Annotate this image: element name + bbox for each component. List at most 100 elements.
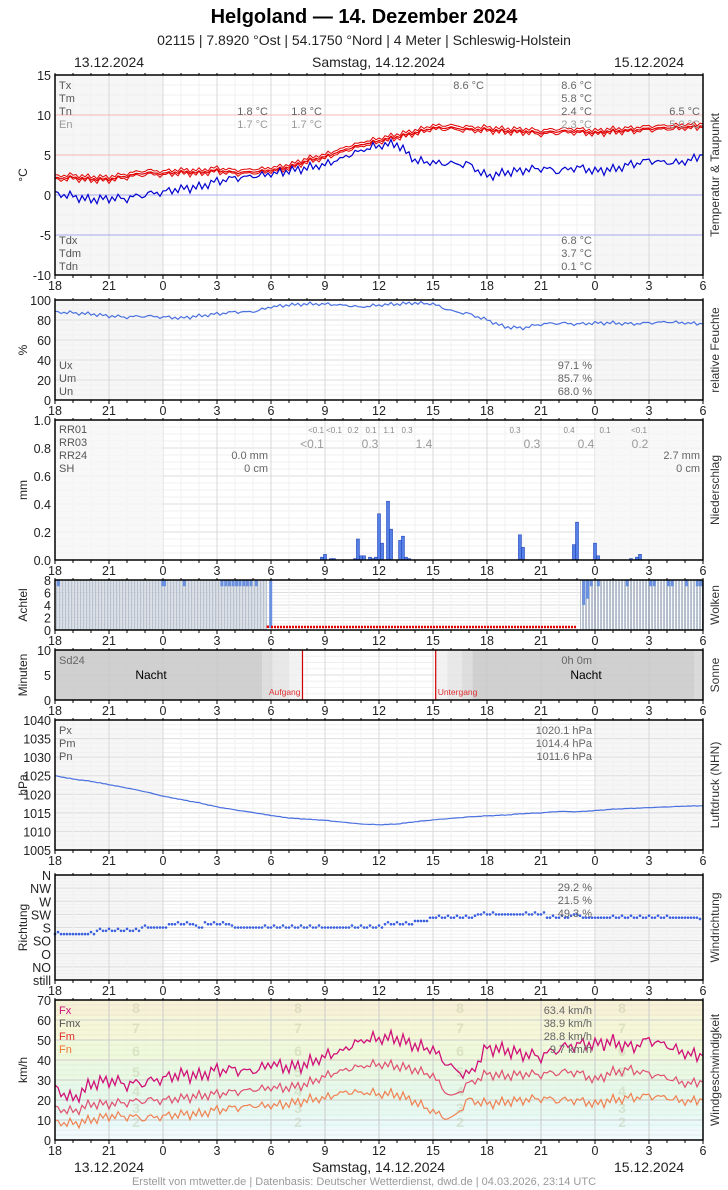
- x-tick-label: 0: [592, 704, 599, 718]
- x-tick-label: 18: [480, 984, 494, 998]
- wind-direction-point: [503, 913, 507, 916]
- wind-direction-point: [533, 911, 537, 914]
- y-tick-label: 0: [44, 189, 51, 203]
- precip-bar: [377, 513, 381, 561]
- x-tick-label: 15: [426, 704, 440, 718]
- x-tick-label: 18: [480, 704, 494, 718]
- x-tick-label: 15: [426, 854, 440, 868]
- wind-direction-point: [254, 926, 258, 929]
- x-tick-label: 6: [700, 1144, 707, 1158]
- value-annotation: 29.2 %: [558, 882, 592, 894]
- wind-direction-point: [179, 922, 183, 926]
- y-tick-label: 10: [37, 109, 51, 123]
- wind-direction-point: [641, 916, 645, 919]
- y-tick-label: 15: [37, 69, 51, 83]
- x-tick-label: 6: [700, 984, 707, 998]
- y-tick-label: 0.6: [34, 470, 51, 484]
- value-annotation: 9.7 km/h: [550, 1044, 592, 1056]
- wind-direction-point: [116, 927, 120, 931]
- wind-direction-point: [308, 924, 312, 927]
- wind-direction-point: [587, 916, 591, 919]
- wind-direction-point: [158, 926, 162, 929]
- wind-direction-point: [194, 924, 198, 927]
- wind-direction-point: [245, 926, 249, 929]
- wind-direction-point: [353, 926, 357, 929]
- wind-direction-point: [59, 932, 63, 936]
- beaufort-label: 8: [294, 1000, 302, 1016]
- wind-direction-point: [497, 913, 501, 916]
- legend-label: Fm: [59, 1031, 75, 1043]
- series-line: [54, 1058, 704, 1117]
- series-line: [54, 121, 704, 180]
- wind-direction-point: [410, 922, 414, 926]
- value-annotation: 38.9 km/h: [544, 1018, 592, 1030]
- x-tick-label: 15: [426, 564, 440, 578]
- value-annotation: 28.8 km/h: [544, 1031, 592, 1043]
- y-axis-label: hPa: [16, 774, 30, 796]
- x-tick-label: 6: [700, 704, 707, 718]
- beaufort-label: 2: [618, 1114, 626, 1130]
- date-left: 13.12.2024: [74, 54, 145, 70]
- x-tick-label: 18: [48, 1144, 62, 1158]
- beaufort-label: 3: [294, 1100, 302, 1116]
- y-axis-label: °C: [16, 168, 30, 182]
- x-tick-label: 9: [322, 404, 329, 418]
- cloud-gap: [163, 580, 166, 587]
- wind-direction-point: [260, 926, 264, 929]
- x-tick-label: 12: [372, 1144, 386, 1158]
- panel-title: relative Feuchte: [708, 307, 722, 393]
- cloud-gap: [625, 580, 629, 587]
- wind-direction-point: [578, 914, 582, 917]
- wind-direction-point: [236, 926, 240, 929]
- panel-title: Windgeschwindigkeit: [708, 1013, 722, 1126]
- cloud-gap: [235, 580, 238, 587]
- beaufort-label: 7: [618, 1020, 626, 1036]
- wind-direction-point: [122, 929, 126, 933]
- wind-direction-point: [98, 927, 102, 931]
- wind-direction-point: [299, 924, 303, 927]
- cloud-gap: [649, 580, 652, 587]
- beaufort-label: 4: [456, 1083, 464, 1099]
- wind-direction-point: [548, 916, 552, 919]
- wind-direction-point: [113, 929, 117, 933]
- x-tick-label: 3: [214, 704, 221, 718]
- x-tick-label: 15: [426, 279, 440, 293]
- beaufort-label: 5: [132, 1064, 140, 1080]
- wind-direction-point: [440, 916, 444, 919]
- wind-direction-point: [269, 926, 273, 929]
- wind-direction-point: [320, 926, 324, 929]
- legend-label: RR03: [59, 437, 87, 449]
- beaufort-label: 3: [618, 1100, 626, 1116]
- wind-direction-point: [365, 926, 369, 929]
- wind-direction-point: [293, 926, 297, 929]
- cloud-gap: [224, 580, 228, 587]
- x-tick-label: 12: [372, 404, 386, 418]
- wind-direction-point: [368, 924, 372, 927]
- wind-direction-point: [92, 932, 96, 936]
- cloud-gap: [596, 580, 600, 587]
- wind-direction-point: [671, 916, 675, 919]
- wind-direction-point: [83, 932, 87, 936]
- rr03-label: 1.4: [416, 437, 433, 451]
- legend-label: Tdx: [59, 235, 78, 247]
- wind-direction-point: [263, 924, 267, 927]
- beaufort-label: 6: [456, 1043, 464, 1059]
- sunset-label: Untergang: [438, 687, 478, 697]
- x-tick-label: 21: [102, 279, 116, 293]
- date-center-bottom: Samstag, 14.12.2024: [312, 1159, 446, 1175]
- precip-bar: [593, 542, 597, 561]
- x-tick-label: 18: [48, 854, 62, 868]
- x-tick-label: 6: [268, 634, 275, 648]
- y-tick-label: 10: [37, 1114, 51, 1128]
- x-tick-label: 21: [534, 984, 548, 998]
- wind-direction-point: [512, 913, 516, 916]
- x-tick-label: 0: [160, 854, 167, 868]
- cloud-gap: [227, 580, 231, 587]
- value-annotation: 68.0 %: [558, 386, 592, 398]
- y-tick-label: 1010: [23, 825, 51, 839]
- beaufort-label: 8: [618, 1000, 626, 1016]
- wind-direction-point: [146, 926, 150, 929]
- wind-direction-point: [692, 916, 696, 919]
- y-tick-label: 1.0: [34, 414, 51, 428]
- wind-direction-point: [326, 926, 330, 929]
